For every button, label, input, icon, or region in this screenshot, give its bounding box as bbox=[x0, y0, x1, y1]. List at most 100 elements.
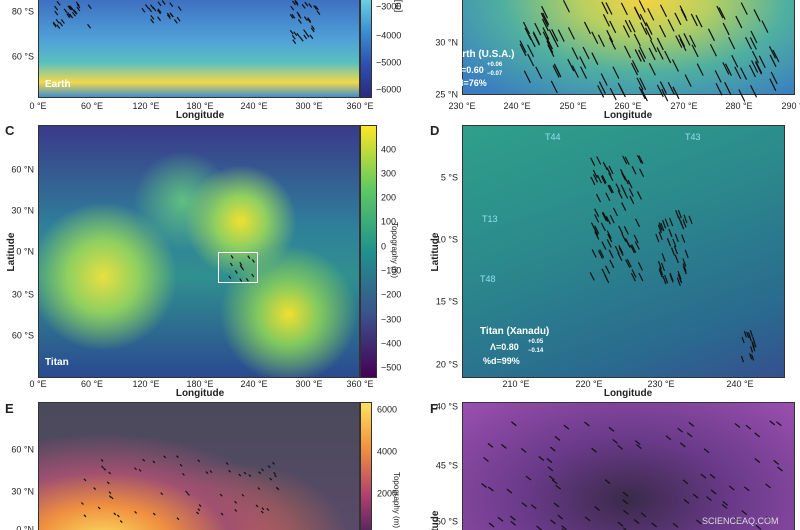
streak bbox=[683, 33, 691, 46]
colorbar-tick-label: −500 bbox=[381, 362, 402, 373]
streak bbox=[673, 245, 678, 255]
streak bbox=[523, 70, 531, 84]
streak bbox=[296, 11, 301, 17]
streak bbox=[637, 261, 643, 271]
streak bbox=[754, 432, 761, 438]
x-axis-label: Longitude bbox=[175, 110, 225, 121]
streak bbox=[769, 78, 777, 91]
y-axis-label: Latitude bbox=[6, 232, 17, 272]
streak bbox=[606, 29, 614, 43]
y-tick-label: 60 °N bbox=[11, 164, 34, 175]
streak bbox=[753, 340, 757, 348]
map-e bbox=[38, 402, 360, 530]
streak bbox=[552, 65, 560, 78]
streak bbox=[197, 459, 201, 463]
x-tick-label: 60 °E bbox=[80, 101, 104, 111]
streak bbox=[604, 274, 610, 284]
streak bbox=[73, 9, 78, 15]
streak bbox=[60, 19, 65, 24]
streak bbox=[595, 193, 602, 203]
streak bbox=[662, 275, 667, 285]
streak bbox=[607, 184, 613, 194]
streak bbox=[638, 155, 644, 164]
streak bbox=[617, 82, 625, 96]
streak bbox=[225, 462, 229, 466]
streak bbox=[682, 265, 687, 275]
streak bbox=[628, 19, 636, 33]
streak bbox=[80, 502, 84, 505]
streak bbox=[303, 16, 308, 21]
streak bbox=[674, 233, 679, 243]
colorbar-e bbox=[360, 402, 372, 530]
colorbar-tick-label: −300 bbox=[381, 314, 402, 325]
streak bbox=[634, 7, 642, 21]
streak bbox=[676, 277, 681, 286]
x-axis-label: Longitude bbox=[603, 110, 653, 121]
streak bbox=[658, 231, 663, 240]
streak bbox=[622, 499, 629, 505]
streak bbox=[748, 334, 752, 342]
streak bbox=[590, 157, 596, 167]
streak bbox=[731, 55, 739, 68]
streak bbox=[548, 29, 556, 42]
streak bbox=[721, 503, 728, 509]
y-axis-label: Latitude bbox=[430, 232, 441, 272]
streak bbox=[755, 61, 763, 75]
streak bbox=[659, 81, 667, 94]
streak bbox=[634, 49, 642, 62]
streak bbox=[176, 455, 179, 459]
streak bbox=[735, 15, 743, 29]
streak bbox=[113, 512, 117, 516]
streak bbox=[519, 40, 527, 53]
streak bbox=[177, 6, 182, 11]
streak bbox=[526, 44, 535, 57]
streak bbox=[634, 440, 641, 446]
streak bbox=[612, 66, 620, 79]
streak bbox=[245, 277, 249, 282]
streak bbox=[261, 468, 264, 472]
streak bbox=[313, 5, 318, 10]
x-tick-label: 220 °E bbox=[575, 379, 603, 389]
streak bbox=[299, 36, 304, 42]
streak bbox=[728, 485, 735, 491]
streak bbox=[679, 38, 687, 52]
x-axis-label: Longitude bbox=[175, 388, 225, 399]
streak bbox=[776, 421, 782, 427]
y-tick-label: 45 °S bbox=[435, 460, 458, 471]
streak bbox=[681, 234, 686, 243]
streak bbox=[622, 491, 629, 497]
streak bbox=[749, 346, 754, 353]
y-tick-label: 40 °S bbox=[435, 401, 458, 412]
streak bbox=[621, 202, 627, 211]
streak bbox=[541, 5, 549, 19]
colorbar-tick-label: −400 bbox=[381, 338, 402, 349]
y-tick-label: 30 °N bbox=[435, 37, 458, 48]
streak bbox=[258, 471, 262, 475]
streak bbox=[638, 49, 646, 63]
streak bbox=[294, 0, 299, 5]
streak bbox=[591, 447, 597, 453]
streak bbox=[141, 7, 146, 13]
streak bbox=[487, 442, 494, 448]
streak bbox=[754, 458, 761, 463]
streak bbox=[718, 7, 726, 20]
streak bbox=[519, 43, 527, 57]
y-tick-label: 15 °S bbox=[435, 296, 458, 307]
streak bbox=[292, 39, 297, 44]
x-tick-label: 180 °E bbox=[186, 101, 214, 111]
streak bbox=[608, 37, 617, 50]
streak bbox=[660, 262, 666, 272]
streak bbox=[157, 9, 162, 15]
streak bbox=[605, 192, 611, 202]
streak bbox=[640, 512, 647, 518]
streak bbox=[311, 25, 315, 30]
streak bbox=[310, 27, 315, 33]
streak bbox=[650, 39, 658, 53]
streak bbox=[633, 234, 639, 244]
streak bbox=[674, 254, 679, 264]
streak bbox=[625, 239, 631, 248]
streak bbox=[661, 253, 666, 262]
streak bbox=[604, 479, 611, 485]
streak bbox=[571, 47, 579, 60]
streak bbox=[608, 165, 614, 175]
